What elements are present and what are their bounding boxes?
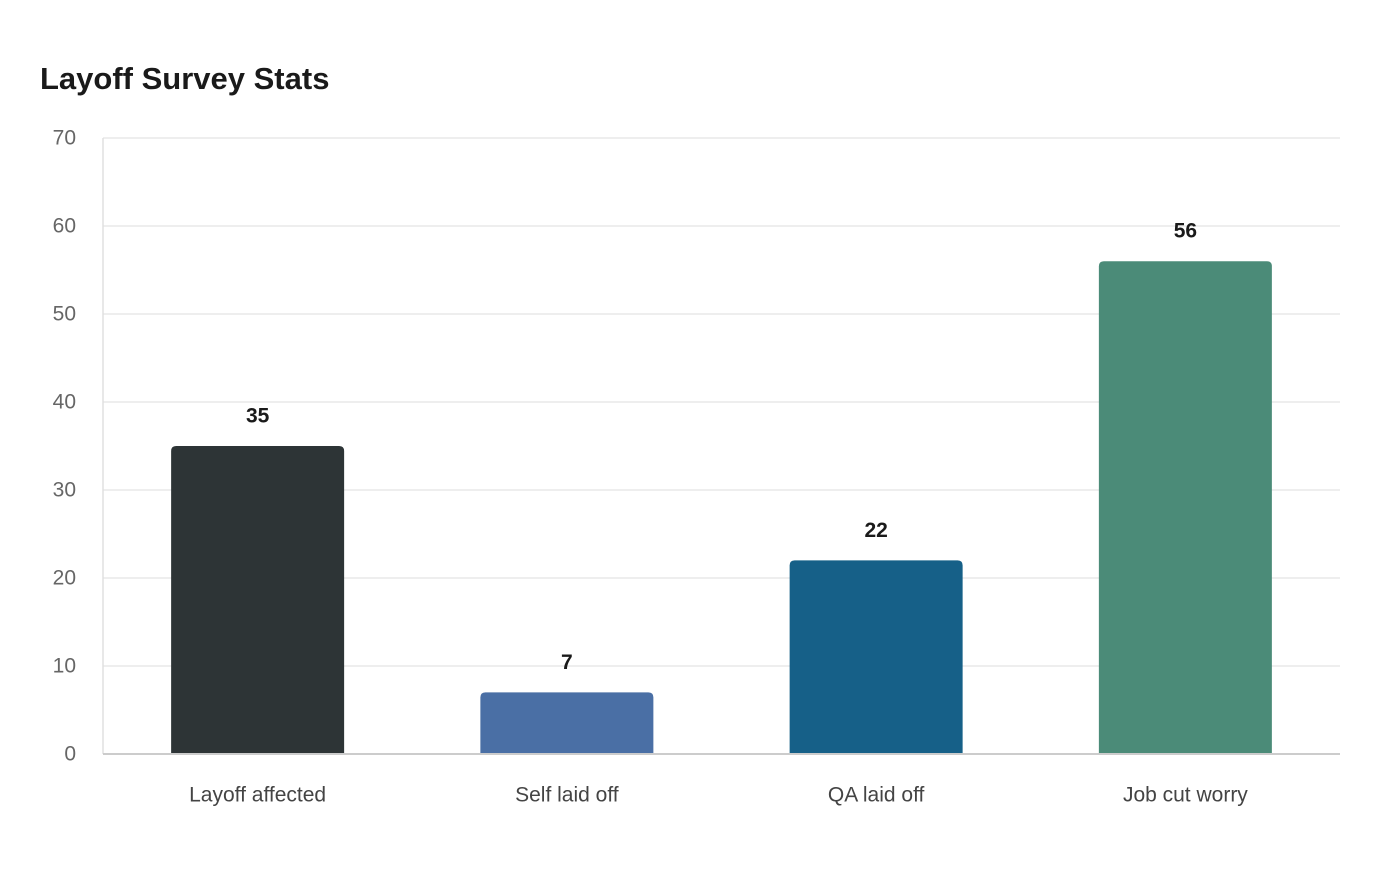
x-tick-label: QA laid off [828, 784, 925, 807]
data-label: 22 [864, 519, 887, 542]
x-tick-label: Self laid off [515, 784, 619, 807]
y-tick-label: 40 [53, 391, 76, 414]
y-tick-label: 10 [53, 655, 76, 678]
y-tick-label: 0 [64, 743, 76, 766]
chart-title: Layoff Survey Stats [40, 61, 330, 96]
data-label: 7 [561, 651, 573, 674]
y-tick-label: 70 [53, 127, 76, 150]
data-label: 56 [1174, 220, 1197, 243]
x-tick-label: Job cut worry [1123, 784, 1248, 807]
y-tick-label: 60 [53, 215, 76, 238]
bar [789, 560, 963, 754]
data-label: 35 [246, 405, 270, 428]
y-tick-label: 50 [53, 303, 76, 326]
bar [480, 692, 654, 754]
bar [1098, 261, 1272, 754]
bar [171, 446, 345, 754]
x-tick-label: Layoff affected [189, 784, 326, 807]
y-tick-label: 20 [53, 567, 76, 590]
y-tick-label: 30 [53, 479, 76, 502]
